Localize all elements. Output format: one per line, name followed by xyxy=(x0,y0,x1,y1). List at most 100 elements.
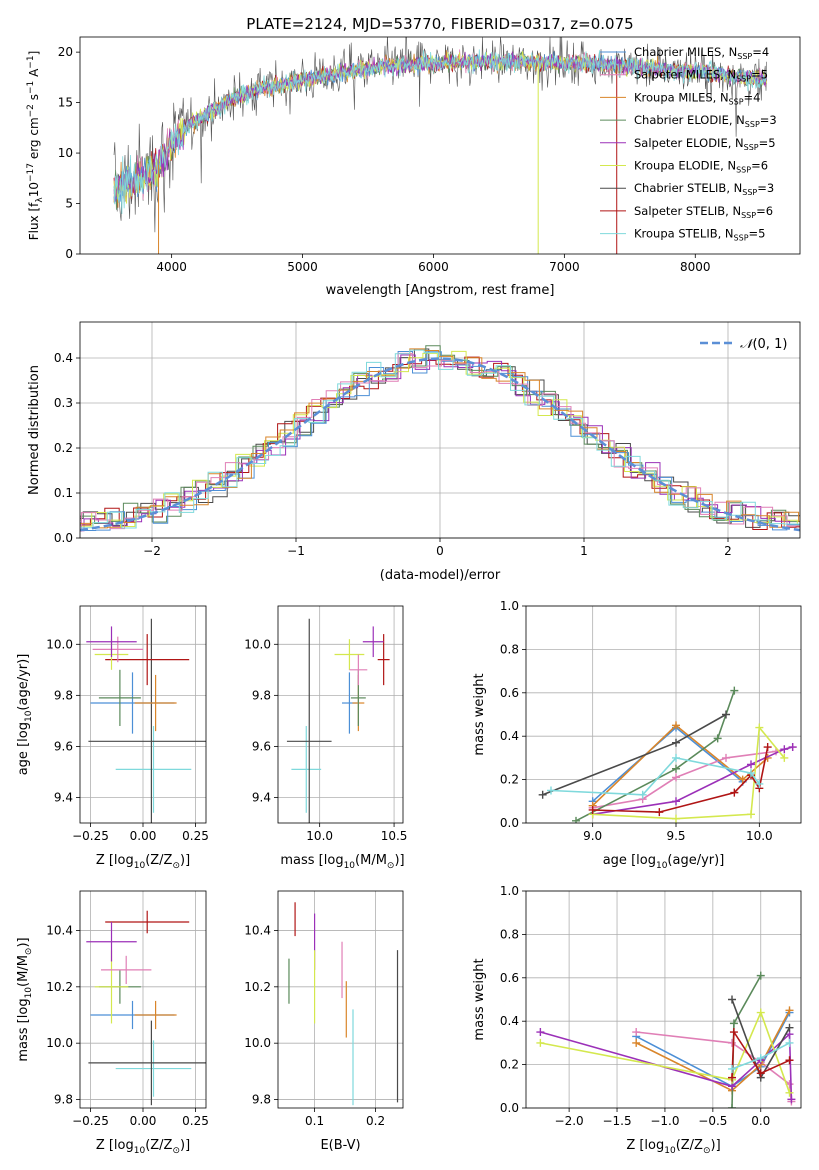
y-tick-label: 10.0 xyxy=(46,637,73,651)
label-part: SSP xyxy=(741,211,756,220)
label-part: 10 xyxy=(134,1146,146,1156)
age_weight-frame xyxy=(525,605,802,824)
label-part: ⊙ xyxy=(703,1146,711,1156)
weight-marker xyxy=(728,995,737,1004)
label-part: (age/yr)] xyxy=(16,654,31,711)
y-tick-label: 9.6 xyxy=(252,739,271,753)
weight-marker xyxy=(632,1028,641,1037)
label-part: 10 xyxy=(24,987,34,999)
weight-marker xyxy=(632,1038,641,1047)
x-axis-label: Z [log10(Z/Z⊙)] xyxy=(96,1138,190,1156)
label-part: 10 xyxy=(344,861,356,871)
weight-marker xyxy=(672,797,680,806)
y-axis-label: mass [log10(M/M⊙)] xyxy=(16,937,34,1061)
label-part: 10 xyxy=(24,710,34,722)
label-part: Kroupa ELODIE, N xyxy=(634,159,736,173)
label-part: Salpeter MILES, N xyxy=(634,68,736,82)
y-tick-label: 9.8 xyxy=(54,1093,73,1107)
normal-curve xyxy=(80,357,800,532)
label-part: A xyxy=(27,68,41,81)
label-part: ⊙ xyxy=(172,1146,180,1156)
x-tick-label: 0.25 xyxy=(182,1114,209,1128)
y-tick-label: 20 xyxy=(58,45,73,59)
mass_age-frame xyxy=(277,605,404,824)
weight-marker xyxy=(756,1069,765,1078)
y-tick-label: 10.4 xyxy=(244,923,271,937)
ebv_mass-axes: 0.1 0.2 9.8 10.0 10.2 10.4 xyxy=(244,891,403,1128)
x-tick-label: 2 xyxy=(724,544,732,558)
y-tick-label: 0.4 xyxy=(500,729,519,743)
z_weight-frame xyxy=(525,890,802,1109)
legend-entry: Chabrier STELIB, NSSP=3 xyxy=(634,181,774,197)
weight-marker xyxy=(785,1088,794,1097)
age_weight-axes: 9.0 9.5 10.0 0.0 0.2 0.4 0.6 0.8 1.0 xyxy=(500,599,801,843)
x-tick-label: 9.0 xyxy=(583,829,602,843)
x-tick-label: 8000 xyxy=(680,260,711,274)
label-part: −1 xyxy=(26,81,36,94)
histogram-series-kroupa_stelib xyxy=(80,349,800,529)
label-part: =4 xyxy=(752,45,769,59)
x-tick-label: 10.0 xyxy=(746,829,773,843)
y-tick-label: 0.2 xyxy=(500,773,519,787)
weight-marker xyxy=(538,790,547,799)
label-part: (0, 1) xyxy=(752,337,787,352)
x-axis-label: Z [log10(Z/Z⊙)] xyxy=(96,853,190,871)
weight-series-kroupa_miles xyxy=(635,1010,791,1092)
weight-marker xyxy=(755,779,764,788)
weight-marker xyxy=(722,710,730,719)
y-tick-label: 0.4 xyxy=(500,1014,519,1028)
label-part: Chabrier ELODIE, N xyxy=(634,113,745,127)
y-tick-label: 0.4 xyxy=(54,351,73,365)
x-tick-label: 9.5 xyxy=(666,829,685,843)
weight-marker xyxy=(780,745,789,754)
y-axis-label: mass weight xyxy=(472,673,487,755)
y-tick-label: 9.6 xyxy=(54,739,73,753)
weight-marker xyxy=(738,775,747,784)
spectrum-axes: 4000 5000 6000 7000 8000 0 5 10 15 20 xyxy=(58,45,711,274)
x-tick-label: 6000 xyxy=(418,260,449,274)
label-part: 10 xyxy=(134,861,146,871)
x-axis-label: wavelength [Angstrom, rest frame] xyxy=(326,283,555,298)
weight-marker xyxy=(785,1056,794,1065)
x-axis-label: (data-model)/error xyxy=(380,568,501,583)
label-part: mass [log xyxy=(280,853,343,868)
y-axis-label: Normed distribution xyxy=(27,365,42,495)
label-part: )] xyxy=(180,1138,190,1153)
weight-marker xyxy=(547,786,555,795)
weight-marker xyxy=(588,805,597,814)
legend-entry: Kroupa ELODIE, NSSP=6 xyxy=(634,159,768,175)
mass_age-axes: 10.0 10.5 9.4 9.6 9.8 10.0 xyxy=(244,606,407,843)
label-part: )] xyxy=(394,853,404,868)
weight-marker xyxy=(763,743,772,752)
x-axis-label: mass [log10(M/M⊙)] xyxy=(280,853,404,871)
y-tick-label: 0 xyxy=(65,247,73,261)
weight-marker xyxy=(747,760,755,769)
label-part: λ xyxy=(35,197,45,203)
z_mass-axes: −0.25 0.00 0.25 9.8 10.0 10.2 10.4 xyxy=(46,891,209,1128)
x-tick-label: −1.0 xyxy=(650,1114,679,1128)
weight-marker xyxy=(655,808,664,817)
y-tick-label: 10.2 xyxy=(244,980,271,994)
label-part: 10 xyxy=(656,861,668,871)
x-tick-label: −2 xyxy=(143,544,161,558)
x-tick-label: 5000 xyxy=(287,260,318,274)
label-part: (M/M xyxy=(16,955,31,987)
legend-entry: Kroupa MILES, NSSP=4 xyxy=(634,90,760,106)
residual_hist-axes: −2 −1 0 1 2 0.0 0.1 0.2 0.3 0.4 xyxy=(54,322,800,558)
label-part: Chabrier STELIB, N xyxy=(634,181,742,195)
x-axis-label: E(B-V) xyxy=(320,1138,360,1153)
y-tick-label: 10.0 xyxy=(244,637,271,651)
z_weight-lines xyxy=(536,971,796,1108)
weight-marker xyxy=(730,788,739,797)
label-part: ⊙ xyxy=(387,861,395,871)
label-part: Flux [f xyxy=(27,202,41,240)
legend-entry: 𝒩(0, 1) xyxy=(740,337,787,352)
x-tick-label: 10.0 xyxy=(306,829,333,843)
y-tick-label: 0.6 xyxy=(500,686,519,700)
weight-marker xyxy=(722,753,730,762)
z_age-errorbars xyxy=(86,618,206,823)
x-tick-label: −1.5 xyxy=(602,1114,631,1128)
x-tick-label: 0 xyxy=(436,544,444,558)
label-part: ] xyxy=(27,51,41,56)
weight-marker xyxy=(788,743,797,752)
